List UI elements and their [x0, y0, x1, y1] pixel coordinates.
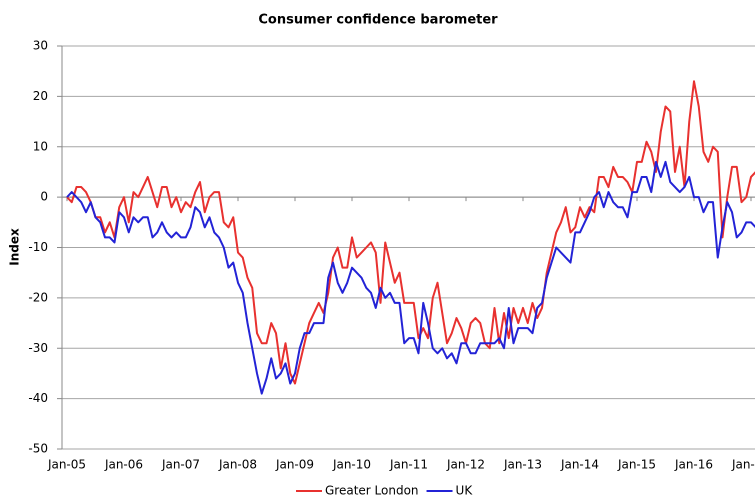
legend-label: Greater London [325, 484, 419, 497]
y-tick-label: -10 [28, 240, 48, 254]
x-tick-label: Jan-05 [47, 458, 86, 472]
x-tick-label: Jan-12 [446, 458, 485, 472]
y-tick-label: 0 [40, 190, 48, 204]
x-tick-label: Jan-15 [617, 458, 656, 472]
chart-title: Consumer confidence barometer [258, 13, 498, 28]
x-tick-label: Jan-17 [731, 458, 755, 472]
x-tick-label: Jan-08 [218, 458, 257, 472]
plot-area [66, 80, 755, 395]
series-line [66, 160, 755, 395]
y-tick-label: -30 [28, 341, 48, 355]
x-tick-label: Jan-10 [332, 458, 371, 472]
series-line [66, 80, 755, 385]
x-tick-label: Jan-16 [674, 458, 713, 472]
x-tick-label: Jan-07 [161, 458, 200, 472]
x-tick-label: Jan-11 [389, 458, 428, 472]
y-axis-label: Index [8, 228, 22, 266]
x-tick-label: Jan-06 [104, 458, 143, 472]
x-tick-label: Jan-13 [503, 458, 542, 472]
y-tick-label: -20 [28, 290, 48, 304]
y-tick-label: 20 [33, 89, 48, 103]
y-tick-label: -50 [28, 442, 48, 456]
y-tick-label: 10 [33, 139, 48, 153]
y-tick-label: 30 [33, 39, 48, 53]
legend-label: UK [456, 484, 474, 497]
y-tick-label: -40 [28, 391, 48, 405]
grid [57, 45, 755, 450]
x-tick-label: Jan-09 [275, 458, 314, 472]
x-tick-label: Jan-14 [560, 458, 599, 472]
